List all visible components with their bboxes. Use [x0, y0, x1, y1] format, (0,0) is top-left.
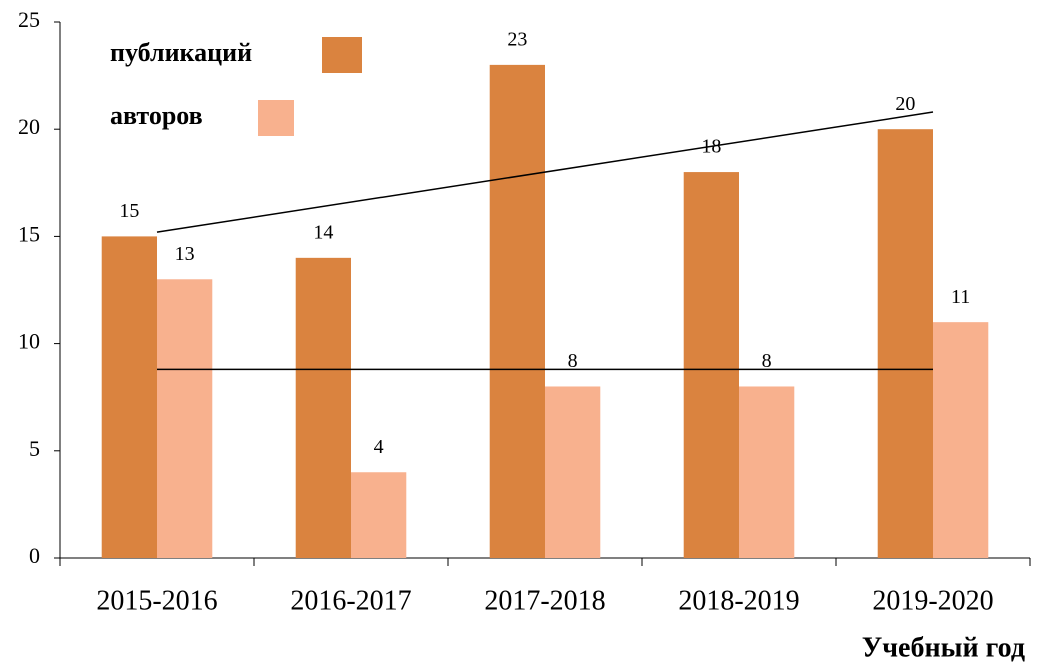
value-label: 15 [119, 200, 139, 222]
x-axis-title: Учебный год [862, 632, 1025, 663]
value-label: 4 [374, 436, 384, 458]
bar [489, 64, 545, 558]
x-tick-label: 2016-2017 [290, 585, 411, 616]
bar [545, 386, 601, 558]
bar [157, 279, 213, 558]
y-tick-label: 25 [18, 7, 40, 32]
legend-label: публикаций [110, 38, 252, 67]
y-tick-label: 15 [18, 221, 40, 246]
legend-swatch [258, 100, 294, 136]
value-label: 23 [507, 28, 527, 50]
bar [877, 129, 933, 558]
y-tick-label: 10 [18, 329, 40, 354]
value-label: 8 [568, 350, 578, 372]
value-label: 13 [175, 243, 195, 265]
x-tick-label: 2017-2018 [484, 585, 605, 616]
bar [739, 386, 795, 558]
bar [933, 322, 989, 558]
bar [101, 236, 157, 558]
trendline [156, 111, 934, 233]
value-label: 8 [762, 350, 772, 372]
value-label: 20 [895, 93, 915, 115]
x-tick-label: 2019-2020 [872, 585, 993, 616]
y-tick-label: 5 [29, 436, 40, 461]
y-tick-label: 0 [29, 543, 40, 568]
legend-label: авторов [110, 101, 203, 130]
legend-swatch [322, 37, 362, 73]
bar [351, 472, 407, 558]
bar [295, 257, 351, 558]
x-tick-label: 2015-2016 [96, 585, 217, 616]
bar [683, 172, 739, 558]
x-tick-label: 2018-2019 [678, 585, 799, 616]
value-label: 14 [313, 221, 333, 243]
value-label: 11 [951, 286, 970, 308]
y-tick-label: 20 [18, 114, 40, 139]
